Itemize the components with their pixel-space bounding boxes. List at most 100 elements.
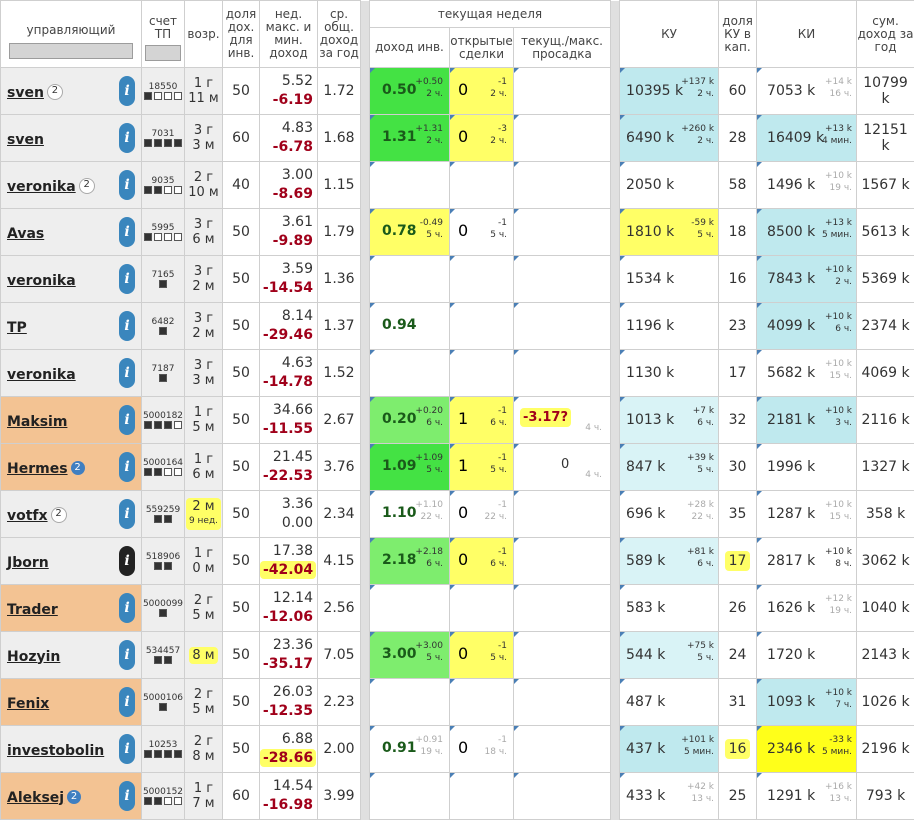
ku-share-value: 17 bbox=[724, 551, 751, 571]
manager-name-link[interactable]: sven bbox=[7, 84, 44, 101]
header-ku-share[interactable]: доля КУ в кап. bbox=[718, 0, 758, 68]
manager-cell: veronika 2 i bbox=[0, 161, 142, 209]
manager-name-link[interactable]: Aleksej bbox=[7, 789, 65, 806]
info-icon[interactable]: i bbox=[119, 264, 135, 294]
info-icon[interactable]: i bbox=[119, 499, 135, 529]
info-icon[interactable]: i bbox=[119, 170, 135, 200]
header-ku[interactable]: КУ bbox=[619, 0, 720, 68]
weekly-max: 3.59 bbox=[281, 261, 313, 277]
open-deals-value: 0 bbox=[458, 644, 469, 663]
manager-name-link[interactable]: sven bbox=[7, 131, 44, 148]
ku-value: 696 k bbox=[626, 506, 666, 522]
info-icon[interactable]: i bbox=[119, 123, 135, 153]
header-weekly[interactable]: нед. макс. и мин. доход bbox=[259, 0, 318, 68]
info-icon[interactable]: i bbox=[119, 311, 135, 341]
sum-income-cell: 2143 k bbox=[856, 631, 914, 679]
manager-filter-input[interactable] bbox=[9, 42, 133, 59]
income-value: 1.09 bbox=[382, 458, 417, 474]
column-gap bbox=[610, 490, 620, 538]
info-icon[interactable]: i bbox=[119, 734, 135, 764]
header-sum[interactable]: сум. доход за год bbox=[856, 0, 914, 68]
manager-name-link[interactable]: Trader bbox=[7, 601, 58, 618]
manager-name-link[interactable]: Hozyin bbox=[7, 648, 61, 665]
corner-marker bbox=[620, 115, 626, 120]
manager-name-link[interactable]: Avas bbox=[7, 225, 45, 242]
header-drawdown[interactable]: текущ./макс. просадка bbox=[512, 27, 612, 68]
manager-name-link[interactable]: Hermes bbox=[7, 460, 68, 477]
ki-value: 2181 k bbox=[767, 412, 816, 428]
corner-marker bbox=[620, 350, 626, 355]
manager-name-link[interactable]: veronika bbox=[7, 272, 76, 289]
info-icon[interactable]: i bbox=[119, 640, 135, 670]
account-filter-input[interactable] bbox=[145, 45, 181, 61]
header-share[interactable]: доля дох. для инв. bbox=[222, 0, 260, 68]
info-icon[interactable]: i bbox=[119, 452, 135, 482]
corner-marker bbox=[620, 162, 626, 167]
rating-dots bbox=[143, 561, 184, 573]
header-age[interactable]: возр. bbox=[184, 0, 223, 68]
age-value: 1 г bbox=[193, 781, 214, 796]
header-income[interactable]: доход инв. bbox=[369, 27, 450, 68]
info-icon[interactable]: i bbox=[119, 781, 135, 811]
header-avg[interactable]: ср. общ. доход за год bbox=[317, 0, 361, 68]
manager-name-link[interactable]: Jborn bbox=[7, 554, 49, 571]
manager-name-link[interactable]: veronika bbox=[7, 178, 76, 195]
avg-income-cell: 2.00 bbox=[317, 725, 361, 773]
manager-name-link[interactable]: veronika bbox=[7, 366, 76, 383]
ku-value: 583 k bbox=[626, 600, 666, 616]
avg-income-cell: 1.15 bbox=[317, 161, 361, 209]
info-icon[interactable]: i bbox=[119, 76, 135, 106]
corner-marker bbox=[370, 115, 375, 120]
corner-marker bbox=[620, 773, 626, 778]
info-icon[interactable]: i bbox=[119, 546, 135, 576]
ku-share-cell: 28 bbox=[718, 114, 758, 162]
corner-marker bbox=[514, 397, 519, 402]
open-deals-value: 1 bbox=[458, 409, 469, 428]
info-icon[interactable]: i bbox=[119, 687, 135, 717]
sum-income-cell: 1567 k bbox=[856, 161, 914, 209]
manager-name-link[interactable]: investobolin bbox=[7, 742, 105, 759]
share-cell: 50 bbox=[222, 678, 260, 726]
manager-name-link[interactable]: TP bbox=[7, 319, 27, 336]
info-icon[interactable]: i bbox=[119, 217, 135, 247]
header-deals[interactable]: открытые сделки bbox=[449, 27, 514, 68]
manager-name-link[interactable]: Fenix bbox=[7, 695, 50, 712]
income-delta: +1.09 5 ч. bbox=[415, 453, 443, 475]
corner-marker bbox=[450, 491, 455, 496]
rating-dots bbox=[143, 373, 184, 385]
header-ki[interactable]: КИ bbox=[756, 0, 858, 68]
weekly-min: -6.78 bbox=[272, 139, 313, 155]
info-icon[interactable]: i bbox=[119, 358, 135, 388]
header-current-week: текущая неделя bbox=[368, 0, 612, 29]
account-number: 518906 bbox=[145, 551, 181, 562]
drawdown-cell bbox=[512, 114, 612, 162]
manager-cell: sven i bbox=[0, 114, 142, 162]
ki-value: 1496 k bbox=[767, 177, 816, 193]
avg-income-cell: 3.99 bbox=[317, 772, 361, 820]
column-gap bbox=[610, 302, 620, 350]
column-gap bbox=[610, 255, 620, 303]
manager-cell: veronika i bbox=[0, 255, 142, 303]
corner-marker bbox=[370, 303, 375, 308]
rating-dot bbox=[144, 796, 152, 805]
header-account[interactable]: счет ТП bbox=[141, 0, 185, 68]
info-icon[interactable]: i bbox=[119, 593, 135, 623]
corner-marker bbox=[757, 538, 763, 543]
share-cell: 50 bbox=[222, 443, 260, 491]
ku-value: 1196 k bbox=[626, 318, 675, 334]
table-row: veronika 2 i 9035 2 г 10 м 40 3.00 -8.69 1… bbox=[0, 161, 914, 209]
account-cell: 7165 bbox=[141, 255, 185, 303]
header-manager[interactable]: управляющий bbox=[0, 0, 142, 68]
manager-name-link[interactable]: Maksim bbox=[7, 413, 68, 430]
manager-name-link[interactable]: votfx bbox=[7, 507, 48, 524]
weekly-max: 14.54 bbox=[272, 778, 313, 794]
info-icon[interactable]: i bbox=[119, 405, 135, 435]
sum-income-cell: 1026 k bbox=[856, 678, 914, 726]
